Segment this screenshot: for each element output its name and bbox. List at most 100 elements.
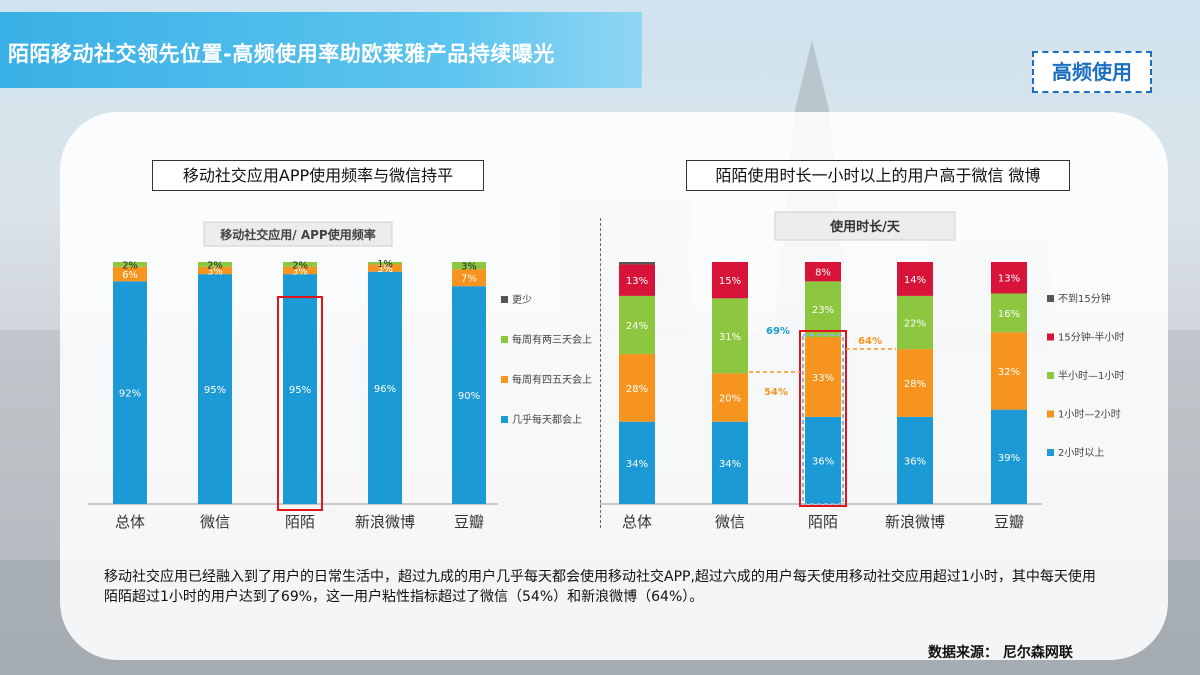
bar-c2-0-2 — [619, 295, 655, 354]
category-label-c1-0: 总体 — [115, 513, 145, 531]
legend-label-c2-4: 2小时以上 — [1058, 447, 1104, 459]
legend-label-c1-0: 更少 — [512, 294, 532, 306]
legend-swatch-c1-0 — [501, 296, 508, 303]
data-label-c1-0-2: 2% — [122, 260, 138, 271]
bar-c1-2-2 — [283, 262, 317, 267]
summary-caption: 移动社交应用已经融入到了用户的日常生活中，超过九成的用户几乎每天都会使用移动社交… — [104, 569, 1096, 605]
bar-c1-3-1 — [368, 264, 402, 272]
chart-divider — [600, 218, 601, 528]
data-label-c2-2-1: 33% — [812, 373, 834, 384]
data-label-c1-1-0: 95% — [204, 385, 226, 396]
data-label-c2-3-2: 22% — [904, 319, 926, 330]
bar-c2-4-2 — [991, 293, 1027, 333]
category-label-c1-4: 豆瓣 — [454, 513, 484, 531]
frequency-chart-title-box: 移动社交应用/ APP使用频率 — [203, 221, 393, 247]
bar-c1-0-2 — [113, 262, 147, 267]
page-title: 陌陌移动社交领先位置-高频使用率助欧莱雅产品持续曝光 — [8, 42, 555, 66]
legend-swatch-c1-1 — [501, 336, 508, 343]
bar-c2-3-1 — [897, 349, 933, 417]
legend-swatch-c2-0 — [1047, 295, 1054, 302]
legend-swatch-c2-1 — [1047, 333, 1054, 341]
annotation-1: 54% — [764, 387, 788, 398]
data-label-c2-0-3: 13% — [626, 276, 648, 287]
bar-c2-0-3 — [619, 264, 655, 296]
bar-c1-4-0 — [452, 286, 486, 504]
bar-c2-0-1 — [619, 353, 655, 422]
bar-c2-3-0 — [897, 416, 933, 504]
annotation-0: 69% — [766, 326, 790, 337]
data-label-c2-1-0: 34% — [719, 459, 741, 470]
data-label-c2-4-0: 39% — [998, 453, 1020, 464]
highlight-box-c2 — [799, 330, 847, 507]
bar-c1-1-1 — [198, 266, 232, 275]
category-label-c2-1: 微信 — [715, 513, 745, 531]
data-label-c1-1-2: 2% — [207, 260, 223, 271]
bar-c2-1-2 — [712, 298, 748, 374]
left-chart-heading: 移动社交应用APP使用频率与微信持平 — [152, 160, 484, 191]
legend-label-c2-3: 1小时—2小时 — [1058, 409, 1121, 421]
bar-c2-2-0 — [805, 416, 841, 504]
bar-c2-1-3 — [712, 262, 748, 299]
category-label-c2-2: 陌陌 — [808, 513, 838, 531]
annotation-2: 64% — [858, 336, 882, 347]
legend-label-c1-2: 每周有四五天会上 — [512, 373, 592, 386]
bar-c2-4-1 — [991, 332, 1027, 410]
legend-label-c2-0: 不到15分钟 — [1058, 292, 1111, 305]
bar-c1-0-1 — [113, 266, 147, 282]
legend-label-c1-1: 每周有两三天会上 — [512, 333, 592, 346]
bar-c1-2-1 — [283, 266, 317, 275]
data-label-c2-0-0: 34% — [626, 459, 648, 470]
bar-c1-4-1 — [452, 269, 486, 287]
data-label-c2-1-1: 20% — [719, 394, 741, 405]
highlight-box-c1 — [277, 296, 323, 511]
bar-c1-0-0 — [113, 281, 147, 504]
data-label-c1-2-0: 95% — [289, 385, 311, 396]
legend-label-c1-3: 几乎每天都会上 — [512, 413, 582, 426]
data-label-c1-2-1: 3% — [292, 266, 308, 277]
bar-c1-4-2 — [452, 262, 486, 270]
data-label-c1-4-1: 7% — [461, 274, 477, 285]
bar-c2-2-2 — [805, 281, 841, 338]
legend-swatch-c2-4 — [1047, 449, 1054, 456]
data-label-c2-3-0: 36% — [904, 456, 926, 467]
category-label-c2-3: 新浪微博 — [885, 513, 945, 531]
data-label-c1-3-0: 96% — [374, 384, 396, 395]
data-label-c1-4-0: 90% — [458, 391, 480, 402]
data-label-c2-4-3: 13% — [998, 274, 1020, 285]
frequency-chart-title: 移动社交应用/ APP使用频率 — [220, 227, 375, 242]
data-label-c2-0-1: 28% — [626, 384, 648, 395]
data-label-c2-1-3: 15% — [719, 276, 741, 287]
bar-c2-1-1 — [712, 373, 748, 422]
content-panel — [60, 112, 1168, 660]
data-label-c1-4-2: 3% — [461, 262, 477, 273]
category-label-c1-3: 新浪微博 — [355, 513, 415, 531]
bar-c1-2-0 — [283, 274, 317, 504]
data-label-c2-3-3: 14% — [904, 275, 926, 286]
data-label-c1-1-1: 3% — [207, 266, 223, 277]
high-frequency-badge: 高频使用 — [1032, 51, 1152, 93]
data-label-c2-1-2: 31% — [719, 332, 741, 343]
data-label-c2-2-2: 23% — [812, 305, 834, 316]
bar-c1-1-2 — [198, 262, 232, 267]
data-label-c1-0-1: 6% — [122, 270, 138, 281]
duration-chart-title: 使用时长/天 — [829, 219, 901, 235]
data-label-c1-2-2: 2% — [292, 260, 308, 271]
data-source: 数据来源： 尼尔森网联 — [928, 645, 1073, 661]
legend-swatch-c1-2 — [501, 376, 508, 383]
data-label-c1-0-0: 92% — [119, 389, 141, 400]
bar-c2-4-0 — [991, 409, 1027, 504]
legend-swatch-c2-2 — [1047, 372, 1054, 379]
category-label-c2-4: 豆瓣 — [994, 513, 1024, 531]
data-label-c2-4-1: 32% — [998, 367, 1020, 378]
bar-c1-1-0 — [198, 274, 232, 504]
category-label-c2-0: 总体 — [622, 513, 652, 531]
bar-c2-4-3 — [991, 262, 1027, 294]
data-label-c2-3-1: 28% — [904, 379, 926, 390]
data-label-c2-2-3: 8% — [815, 268, 831, 279]
duration-chart-title-box: 使用时长/天 — [774, 211, 956, 241]
bar-c2-3-3 — [897, 262, 933, 296]
data-label-c1-3-1: 3% — [377, 264, 393, 275]
bar-c2-2-3 — [805, 262, 841, 282]
